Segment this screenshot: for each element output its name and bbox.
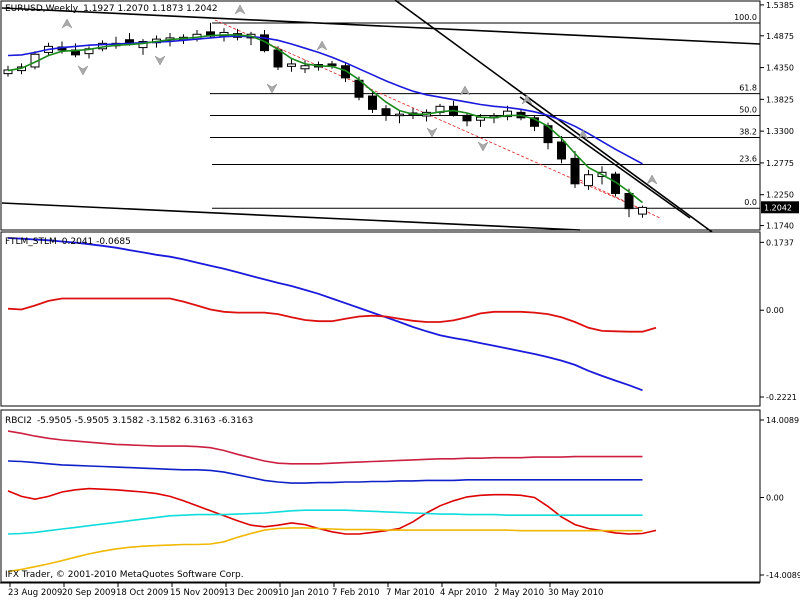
y-tick-label: 1.3300 xyxy=(766,127,794,136)
fractal-down-arrow-icon xyxy=(154,55,166,66)
rbci-line-2 xyxy=(7,487,657,535)
fibo-level-label: 38.2 xyxy=(739,127,757,136)
trend-line xyxy=(519,96,691,219)
fractal-up-arrow-icon xyxy=(61,18,73,29)
candle-body xyxy=(503,110,512,118)
fractal-up-arrow-icon xyxy=(646,174,658,185)
x-tick-label: 2 May 2010 xyxy=(494,588,544,598)
ftlm-title: FTLM_STLM xyxy=(5,237,57,247)
ftlm-values: 0.2041 -0.0685 xyxy=(62,237,131,247)
x-tick-label: 7 Mar 2010 xyxy=(386,588,434,598)
candle-body xyxy=(260,34,269,52)
main-ohlc: 1.1927 1.2070 1.1873 1.2042 xyxy=(83,4,218,14)
rbci-panel-frame xyxy=(0,409,761,583)
fractal-up-arrow-icon xyxy=(234,4,246,15)
time-axis: 23 Aug 2009 20 Sep 2009 18 Oct 2009 15 Nov … xyxy=(8,583,603,598)
x-tick-label: 18 Oct 2009 xyxy=(116,588,169,598)
y-tick-label: 1.2250 xyxy=(766,191,794,200)
fibo-level-label: 0.0 xyxy=(744,198,757,207)
candle-body xyxy=(395,113,404,117)
rbci-line-0 xyxy=(7,430,643,465)
candle-body xyxy=(341,65,350,79)
candle-body xyxy=(611,173,620,194)
x-tick-label: 10 Jan 2010 xyxy=(278,588,329,598)
fibo-level-label: 100.0 xyxy=(734,13,757,22)
rbci-line-1 xyxy=(7,460,643,484)
fibo-level-label: 50.0 xyxy=(739,106,757,115)
x-tick-label: 7 Feb 2010 xyxy=(332,588,380,598)
candle-body xyxy=(138,41,148,49)
y-tick-label: 1.2775 xyxy=(766,159,794,168)
candle-body xyxy=(584,174,593,187)
trend-line xyxy=(1,202,581,231)
fractal-up-arrow-icon xyxy=(521,94,533,105)
last-price-box xyxy=(761,201,799,214)
y-tick-label: 14.0089 xyxy=(766,416,799,425)
rbci-line-3 xyxy=(7,509,643,535)
stlm-line xyxy=(7,237,643,392)
candle-body xyxy=(624,192,634,210)
fibo-level-label: 23.6 xyxy=(739,154,757,163)
x-tick-label: 23 Aug 2009 xyxy=(8,588,62,598)
ftlm-stlm-plot xyxy=(7,237,657,392)
fractal-up-arrow-icon xyxy=(459,85,471,96)
candle-body xyxy=(300,65,310,70)
fractal-up-arrow-icon xyxy=(577,129,589,140)
price-axis: 1.5385 1.4875 1.4350 1.3825 1.3300 1.2775 1.22… xyxy=(760,1,800,580)
candle-body xyxy=(368,95,377,110)
y-tick-label: 1.1740 xyxy=(766,222,794,231)
fibo-level-label: 61.8 xyxy=(739,84,757,93)
candle-body xyxy=(638,206,647,215)
svg-text:RBCI2-5.9505 -5.9505 3.1582 -3: RBCI2 -5.9505 -5.9505 3.1582 -3.1582 6.31… xyxy=(5,416,253,426)
y-tick-label: 1.4875 xyxy=(766,32,794,41)
fractal-down-arrow-icon xyxy=(266,83,278,94)
trend-line xyxy=(1,7,761,45)
candle-body xyxy=(557,141,566,160)
x-tick-label: 15 Nov 2009 xyxy=(170,588,224,598)
moving-average-blue xyxy=(7,35,643,165)
fractal-down-arrow-icon xyxy=(426,127,438,138)
x-tick-label: 20 Sep 2009 xyxy=(62,588,116,598)
rbci-values: -5.9505 -5.9505 3.1582 -3.1582 6.3163 -6… xyxy=(37,416,253,426)
copyright-text: IFX Trader, © 2001-2010 MetaQuotes Softw… xyxy=(5,570,244,580)
rbci-line-4 xyxy=(7,527,643,573)
y-tick-label: 1.4350 xyxy=(766,64,794,73)
trend-line xyxy=(394,0,713,233)
candle-body xyxy=(287,63,296,67)
last-price-label: 1.2042 xyxy=(764,203,792,212)
fractal-down-arrow-icon xyxy=(477,141,489,152)
y-tick-label: -0.2221 xyxy=(766,393,797,402)
y-tick-label: 0.00 xyxy=(766,494,784,503)
main-title: EURUSD,Weekly xyxy=(5,4,79,14)
fractal-down-arrow-icon xyxy=(77,65,89,76)
ftlm-panel-frame xyxy=(0,231,761,407)
y-tick-label: -14.0089 xyxy=(766,571,800,580)
x-tick-label: 30 May 2010 xyxy=(548,588,603,598)
rbci2-plot xyxy=(7,430,657,573)
y-tick-label: 1.5385 xyxy=(766,1,794,10)
x-tick-label: 4 Apr 2010 xyxy=(440,588,487,598)
x-tick-label: 13 Dec 2009 xyxy=(224,588,278,598)
candle-body xyxy=(381,108,391,116)
moving-average-green xyxy=(7,34,644,204)
fractal-up-arrow-icon xyxy=(316,40,328,51)
candle-body xyxy=(462,114,472,122)
rbci-title: RBCI2 xyxy=(5,416,32,426)
main-price-plot: 100.0 61.8 50.0 38.2 23.6 0.0 xyxy=(1,0,761,233)
ftlm-line xyxy=(7,297,657,333)
y-tick-label: 0.1737 xyxy=(766,238,794,247)
y-tick-label: 1.3825 xyxy=(766,95,794,104)
candle-body xyxy=(273,49,283,68)
candle-body xyxy=(570,157,580,185)
y-tick-label: 0.00 xyxy=(766,306,784,315)
